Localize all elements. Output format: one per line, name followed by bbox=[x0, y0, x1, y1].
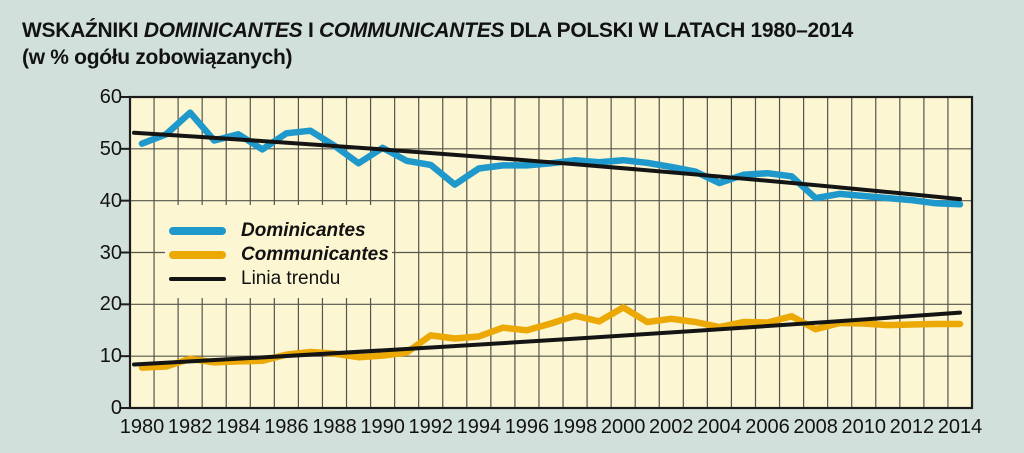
legend-item: Linia trendu bbox=[169, 267, 392, 291]
legend-item: Dominicantes bbox=[169, 219, 392, 243]
chart-title: WSKAŹNIKI DOMINICANTES I COMMUNICANTES D… bbox=[22, 17, 853, 44]
legend-swatch-dominicantes bbox=[169, 227, 226, 235]
trend-line bbox=[132, 130, 962, 202]
legend-label: Communicantes bbox=[241, 244, 389, 265]
plot-border bbox=[128, 95, 974, 410]
title-part: WSKAŹNIKI bbox=[22, 19, 144, 42]
title-italic-part: DOMINICANTES bbox=[143, 19, 303, 42]
trend-line bbox=[132, 310, 962, 367]
legend-label: Dominicantes bbox=[241, 220, 366, 241]
legend-item: Communicantes bbox=[169, 243, 392, 267]
chart-subtitle: (w % ogółu zobowiązanych) bbox=[22, 46, 293, 69]
title-part: I bbox=[302, 19, 320, 42]
legend-swatch-communicantes bbox=[169, 251, 226, 259]
legend-label: Linia trendu bbox=[241, 268, 341, 289]
header: WSKAŹNIKI DOMINICANTES I COMMUNICANTES D… bbox=[22, 17, 853, 71]
legend: Dominicantes Communicantes Linia trendu bbox=[165, 205, 392, 298]
title-italic-part: COMMUNICANTES bbox=[319, 19, 505, 42]
legend-swatch-linia-trendu bbox=[169, 277, 226, 281]
title-part: DLA POLSKI W LATACH 1980–2014 bbox=[504, 19, 854, 42]
